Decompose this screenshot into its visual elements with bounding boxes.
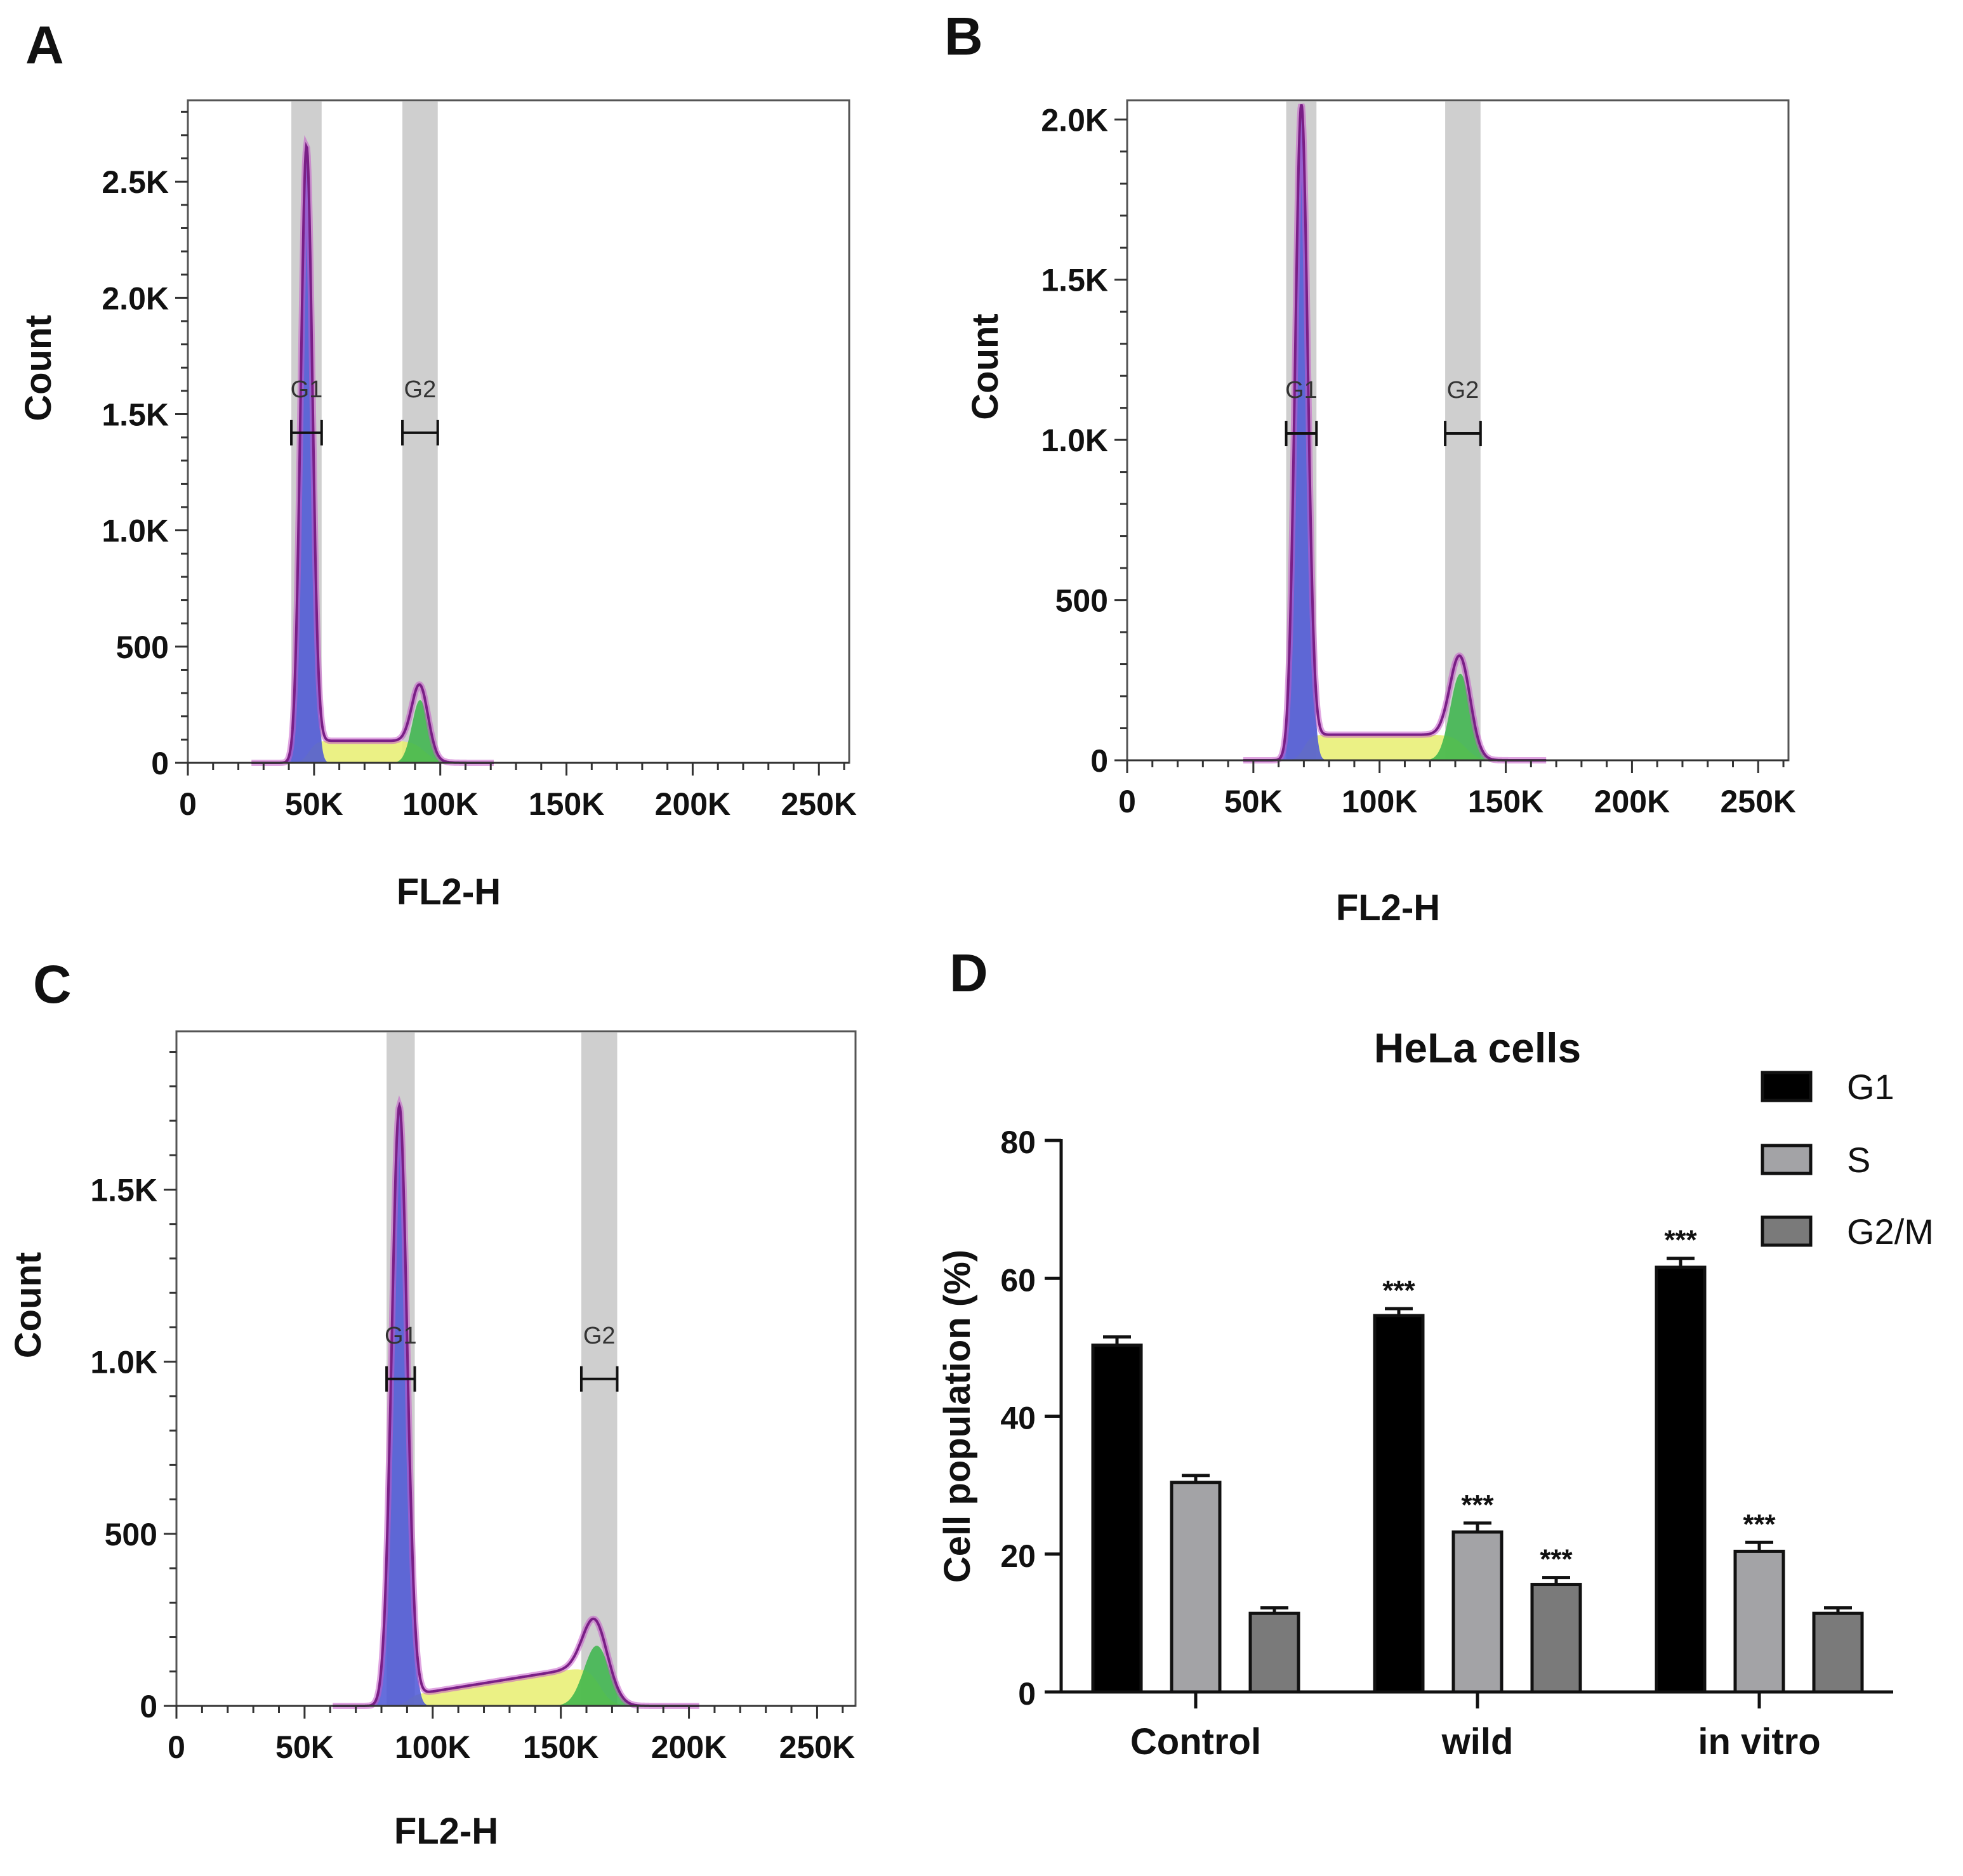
- y-tick-label: 1.5K: [90, 1172, 157, 1208]
- gate-label: G1: [291, 376, 323, 403]
- category-label: Control: [1130, 1721, 1261, 1762]
- gate-label: G1: [385, 1323, 417, 1349]
- legend-swatch-g1: [1761, 1071, 1813, 1102]
- legend-label: S: [1847, 1140, 1870, 1180]
- gate-label: G2: [1447, 377, 1479, 404]
- gate-label: G2: [583, 1323, 616, 1349]
- y-tick-label: 1.0K: [90, 1345, 157, 1380]
- y-tick-label: 1.0K: [102, 513, 169, 549]
- panel-letter: D: [949, 943, 988, 1003]
- significance-marker: ***: [1461, 1490, 1494, 1521]
- x-tick-label: 50K: [1224, 784, 1283, 819]
- y-tick-label: 500: [116, 630, 169, 665]
- x-tick-label: 200K: [651, 1729, 727, 1765]
- y-axis-label: Cell population (%): [937, 1250, 978, 1583]
- y-tick-label: 0: [1090, 743, 1108, 779]
- series-g2-area: [1243, 673, 1547, 760]
- x-tick-label: 100K: [1342, 784, 1418, 819]
- y-tick-label: 500: [105, 1517, 157, 1552]
- x-tick-label: 50K: [285, 786, 343, 822]
- x-tick-label: 150K: [523, 1729, 599, 1765]
- y-tick-label: 1.5K: [1041, 263, 1108, 298]
- histogram-panel-b: B G1 G2 0 50K 100K 150K 200K 250K 0 500 1.0K 1.5K 2.0…: [944, 6, 1796, 928]
- x-tick-label: 50K: [275, 1729, 334, 1765]
- x-tick-label: 250K: [1721, 784, 1797, 819]
- x-axis-label: FL2-H: [397, 871, 501, 913]
- x-tick-label: 250K: [779, 1729, 856, 1765]
- panel-letter: C: [33, 955, 72, 1014]
- legend-label: G2/M: [1847, 1212, 1934, 1252]
- x-tick-label: 100K: [402, 786, 479, 822]
- plot-area: [175, 1030, 857, 1707]
- panel-letter: A: [25, 15, 64, 75]
- y-tick-label: 2.5K: [102, 164, 169, 200]
- significance-marker: ***: [1540, 1544, 1573, 1575]
- significance-marker: ***: [1664, 1225, 1697, 1256]
- legend-label: G1: [1847, 1067, 1894, 1107]
- bar-g2m-in-vitro: [1812, 1611, 1864, 1694]
- y-axis-label: Count: [965, 314, 1006, 420]
- bar-s-in-vitro: [1733, 1549, 1785, 1694]
- series-g1-area: [1243, 113, 1547, 760]
- chart-title: HeLa cells: [1374, 1024, 1582, 1071]
- bar-g2m-control: [1248, 1611, 1300, 1694]
- y-tick-label: 0: [140, 1689, 157, 1724]
- x-tick-label: 0: [1118, 784, 1136, 819]
- bar-g1-wild: [1373, 1314, 1425, 1694]
- y-tick-label: 0: [1018, 1676, 1036, 1712]
- legend-swatch-s: [1761, 1144, 1813, 1175]
- bar-chart-panel-d: D HeLa cells 0 20 40 60 80 Cell population (%) C…: [937, 943, 1934, 1762]
- category-label: wild: [1441, 1721, 1514, 1762]
- y-tick-label: 80: [1000, 1125, 1036, 1160]
- category-label: in vitro: [1698, 1721, 1820, 1762]
- significance-marker: ***: [1382, 1275, 1415, 1306]
- bar-s-wild: [1451, 1530, 1504, 1694]
- bar-g1-control: [1091, 1344, 1143, 1694]
- x-tick-label: 200K: [655, 786, 731, 822]
- significance-marker: ***: [1743, 1509, 1776, 1540]
- series-s-area: [333, 1669, 699, 1706]
- x-tick-label: 200K: [1594, 784, 1670, 819]
- y-tick-label: 500: [1055, 583, 1108, 619]
- x-axis-label: FL2-H: [1336, 887, 1440, 928]
- x-tick-label: 0: [168, 1729, 185, 1765]
- y-tick-label: 1.5K: [102, 397, 169, 433]
- y-axis-label: Count: [18, 315, 59, 421]
- histogram-panel-c: C G1 G2 0 50K 100K 150K 200K 250K 0 500 1.0K 1.5K FL2…: [8, 955, 857, 1852]
- plot-area: [187, 99, 850, 764]
- gate-band-g2: [1445, 102, 1481, 759]
- legend-swatch-g2m: [1761, 1215, 1813, 1247]
- y-tick-label: 2.0K: [102, 281, 169, 316]
- panel-letter: B: [944, 6, 983, 66]
- y-tick-label: 40: [1000, 1401, 1036, 1436]
- gate-band-g2: [581, 1033, 618, 1705]
- bar-g2m-wild: [1530, 1583, 1582, 1694]
- y-tick-label: 20: [1000, 1538, 1036, 1574]
- y-axis-label: Count: [8, 1252, 49, 1359]
- series-g1-area: [251, 154, 494, 763]
- bar-g1-in-vitro: [1655, 1265, 1707, 1694]
- x-tick-label: 100K: [395, 1729, 471, 1765]
- x-tick-label: 250K: [781, 786, 857, 822]
- bar-s-control: [1170, 1481, 1222, 1694]
- x-tick-label: 0: [179, 786, 197, 822]
- x-tick-label: 150K: [1468, 784, 1544, 819]
- x-axis-label: FL2-H: [394, 1811, 498, 1852]
- x-tick-label: 150K: [529, 786, 605, 822]
- series-g2-area: [333, 1646, 699, 1706]
- gate-label: G1: [1285, 377, 1318, 404]
- y-tick-label: 60: [1000, 1262, 1036, 1298]
- y-tick-label: 2.0K: [1041, 102, 1108, 138]
- gate-label: G2: [404, 376, 437, 403]
- y-tick-label: 0: [151, 746, 169, 781]
- histogram-panel-a: A G1 G2 0 50K 100K 150K 200K 250K 0 500 1.0K 1.5K 2.0…: [18, 15, 857, 913]
- y-tick-label: 1.0K: [1041, 423, 1108, 458]
